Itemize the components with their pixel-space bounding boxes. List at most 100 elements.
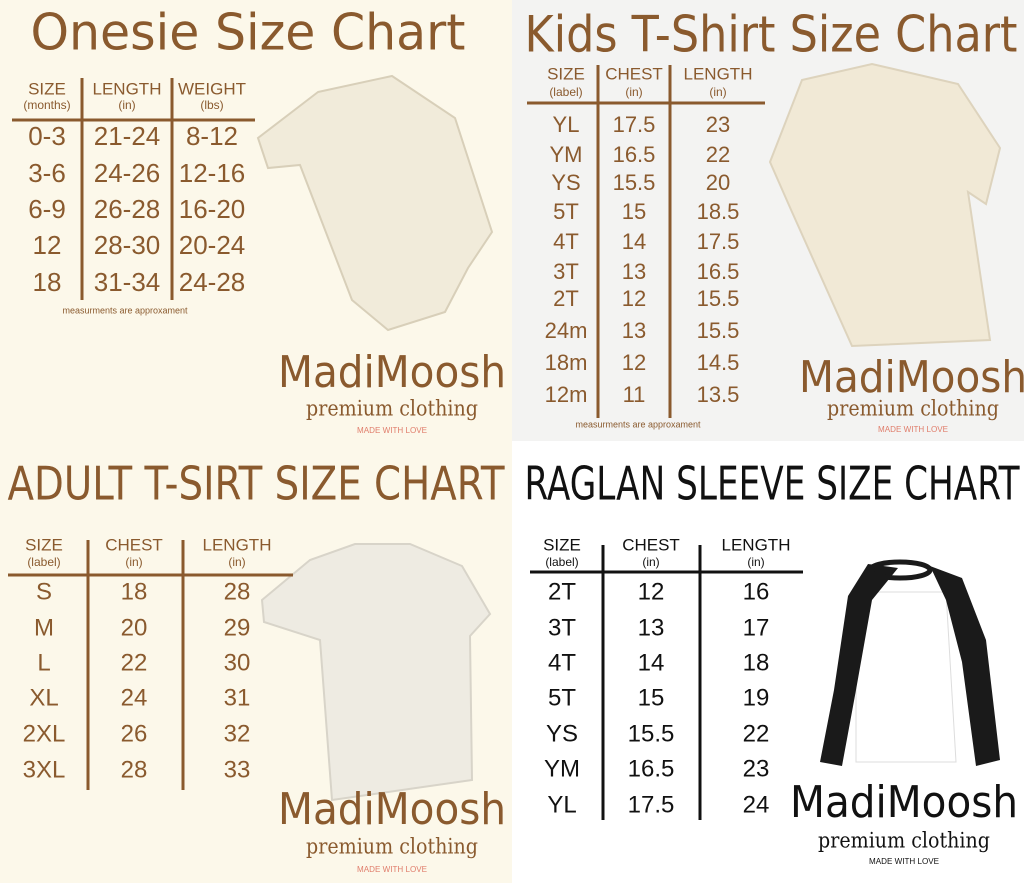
table-cell: 28: [224, 578, 251, 605]
column-header: CHEST: [605, 64, 663, 83]
disclaimer-note: measurments are approxament: [62, 305, 188, 315]
column-header: SIZE: [25, 535, 63, 554]
table-cell: 2T: [553, 286, 579, 311]
table-cell: 12: [33, 230, 62, 260]
onesie-image: [256, 74, 494, 332]
panel-title: ADULT T-SIRT SIZE CHART: [8, 457, 506, 511]
table-cell: 24-26: [94, 158, 161, 188]
table-cell: 24: [743, 791, 770, 818]
disclaimer-note: measurments are approxament: [575, 419, 701, 429]
table-cell: 32: [224, 720, 251, 747]
column-unit: (lbs): [200, 98, 223, 112]
table-cell: 3T: [548, 614, 576, 641]
column-unit: (label): [549, 85, 582, 99]
raglan-sleeve-image: [930, 566, 1000, 766]
table-cell: 5T: [548, 684, 576, 711]
table-cell: 26: [121, 720, 148, 747]
brand-name: MadiMoosh: [790, 777, 1018, 828]
table-cell: 23: [743, 755, 770, 782]
table-cell: 12: [622, 286, 646, 311]
table-cell: 28-30: [94, 230, 161, 260]
column-header: LENGTH: [722, 535, 791, 554]
table-cell: 18.5: [697, 199, 740, 224]
table-cell: 12: [638, 578, 665, 605]
raglan-body-image: [855, 591, 957, 763]
brand-name: MadiMoosh: [799, 352, 1024, 403]
table-cell: 24-28: [179, 267, 246, 297]
table-cell: 17: [743, 614, 770, 641]
table-cell: 31: [224, 684, 251, 711]
adult-tshirt-image: [260, 543, 492, 802]
table-cell: 4T: [553, 229, 579, 254]
table-cell: 12: [622, 350, 646, 375]
table-cell: 18: [121, 578, 148, 605]
table-cell: YM: [550, 142, 583, 167]
table-cell: 13: [638, 614, 665, 641]
column-unit: (in): [625, 85, 642, 99]
table-cell: 15: [638, 684, 665, 711]
column-header: SIZE: [543, 535, 581, 554]
table-cell: 17.5: [613, 112, 656, 137]
panel-title: Kids T-Shirt Size Chart: [525, 6, 1018, 64]
table-cell: 21-24: [94, 121, 161, 151]
table-cell: YS: [546, 720, 578, 747]
table-cell: 22: [706, 142, 730, 167]
column-header: LENGTH: [684, 64, 753, 83]
raglan-sleeve-image: [820, 564, 898, 766]
table-cell: YL: [547, 791, 576, 818]
brand-motto: MADE WITH LOVE: [878, 425, 948, 434]
brand-motto: MADE WITH LOVE: [357, 865, 427, 874]
table-cell: 16: [743, 578, 770, 605]
table-cell: 30: [224, 649, 251, 676]
brand-motto: MADE WITH LOVE: [357, 426, 427, 435]
table-cell: 12m: [545, 382, 588, 407]
table-cell: 14.5: [697, 350, 740, 375]
table-cell: XL: [29, 684, 58, 711]
table-cell: 15.5: [613, 170, 656, 195]
table-cell: 12-16: [179, 158, 246, 188]
table-cell: 3T: [553, 259, 579, 284]
table-cell: 29: [224, 614, 251, 641]
table-cell: 18: [33, 267, 62, 297]
column-unit: (in): [125, 555, 142, 569]
table-cell: 4T: [548, 649, 576, 676]
column-header: LENGTH: [93, 79, 162, 98]
table-cell: 15.5: [697, 318, 740, 343]
table-cell: 3XL: [23, 756, 66, 783]
table-cell: 28: [121, 756, 148, 783]
table-cell: 20: [706, 170, 730, 195]
table-cell: 16.5: [697, 259, 740, 284]
table-cell: 23: [706, 112, 730, 137]
table-cell: 14: [638, 649, 665, 676]
table-cell: 0-3: [28, 121, 66, 151]
table-cell: 3-6: [28, 158, 66, 188]
table-cell: M: [34, 614, 54, 641]
table-cell: 20: [121, 614, 148, 641]
table-cell: 5T: [553, 199, 579, 224]
table-cell: 24m: [545, 318, 588, 343]
brand-tagline: premium clothing: [306, 397, 478, 421]
table-cell: 24: [121, 684, 148, 711]
column-unit: (in): [747, 555, 764, 569]
table-cell: 15.5: [628, 720, 675, 747]
column-header: SIZE: [547, 64, 585, 83]
table-cell: 15: [622, 199, 646, 224]
table-cell: 6-9: [28, 194, 66, 224]
brand-tagline: premium clothing: [827, 397, 999, 421]
column-unit: (in): [709, 85, 726, 99]
table-cell: 19: [743, 684, 770, 711]
table-cell: 18m: [545, 350, 588, 375]
panel-title: RAGLAN SLEEVE SIZE CHART: [525, 457, 1021, 511]
table-cell: 16.5: [613, 142, 656, 167]
table-cell: S: [36, 578, 52, 605]
column-header: CHEST: [622, 535, 680, 554]
table-cell: 11: [623, 382, 646, 407]
kids-tshirt-image: [768, 62, 1002, 348]
table-cell: 17.5: [697, 229, 740, 254]
table-cell: YM: [544, 755, 580, 782]
brand-tagline: premium clothing: [306, 835, 478, 859]
table-cell: 26-28: [94, 194, 161, 224]
table-cell: 18: [743, 649, 770, 676]
